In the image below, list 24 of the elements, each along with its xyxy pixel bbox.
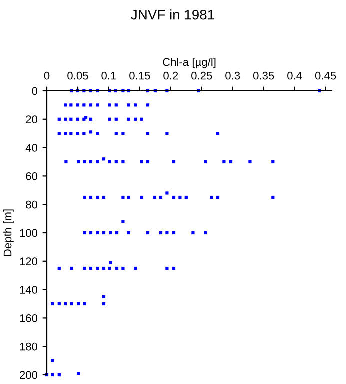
y-tick-label: 20 — [26, 116, 38, 124]
x-tick-label: 0 — [44, 72, 50, 80]
y-tick-label: 200 — [20, 371, 38, 380]
y-axis-title: Depth [m] — [4, 210, 14, 256]
y-tick-label: 160 — [20, 314, 38, 322]
y-tick-label: 80 — [26, 200, 38, 209]
x-tick-label: 0.3 — [226, 72, 240, 80]
y-tick-label: 0 — [32, 87, 38, 96]
x-axis-title: Chl-a [µg/l] — [163, 58, 216, 68]
x-tick-label: 0.1 — [102, 72, 116, 80]
y-tick-label: 100 — [20, 229, 38, 238]
x-tick-label: 0.05 — [68, 72, 88, 80]
x-tick-label: 0.2 — [164, 72, 178, 80]
x-tick-label: 0.35 — [253, 72, 274, 80]
y-tick-label: 180 — [20, 342, 38, 351]
x-tick-label: 0.15 — [130, 72, 150, 80]
y-tick-label: 60 — [26, 172, 38, 180]
x-tick-label: 0.25 — [192, 72, 212, 80]
y-tick-label: 120 — [20, 258, 38, 266]
chart-title: JNVF in 1981 — [131, 10, 214, 20]
y-tick-label: 140 — [20, 286, 38, 294]
x-tick-label: 0.4 — [288, 72, 302, 80]
y-tick-label: 40 — [26, 144, 38, 152]
x-tick-label: 0.45 — [315, 72, 336, 80]
